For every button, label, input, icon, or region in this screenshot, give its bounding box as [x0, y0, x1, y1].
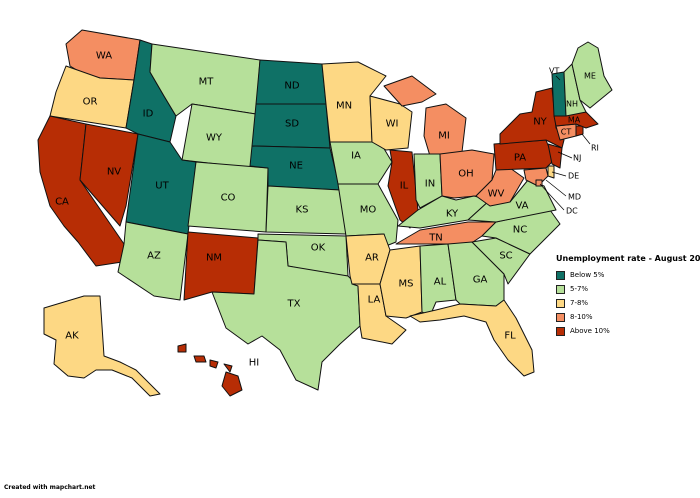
legend-swatch — [556, 284, 565, 294]
label-ri: RI — [591, 144, 599, 153]
state-nv[interactable] — [79, 123, 139, 227]
label-sc: SC — [499, 251, 512, 262]
label-id: ID — [143, 109, 154, 120]
label-az: AZ — [147, 251, 161, 262]
label-nd: ND — [284, 81, 299, 92]
legend-item-5to7: 5-7% — [556, 283, 700, 295]
label-hi: HI — [249, 358, 259, 369]
state-me[interactable] — [571, 41, 613, 109]
label-vt: VT — [549, 67, 559, 76]
label-ia: IA — [351, 151, 361, 162]
label-tx: TX — [287, 299, 301, 310]
legend-swatch — [556, 326, 565, 336]
state-nm[interactable] — [183, 231, 259, 301]
state-ak[interactable] — [43, 295, 161, 397]
label-ms: MS — [399, 279, 414, 290]
label-va: VA — [515, 201, 528, 212]
label-al: AL — [434, 277, 447, 288]
legend-label: 5-7% — [570, 285, 589, 293]
state-nh[interactable] — [563, 63, 587, 117]
legend-title: Unemployment rate - August 202 — [556, 254, 700, 263]
label-or: OR — [83, 97, 98, 108]
label-ma: MA — [568, 116, 581, 125]
legend-swatch — [556, 312, 565, 322]
label-ak: AK — [65, 331, 79, 342]
label-ny: NY — [533, 117, 547, 128]
label-la: LA — [368, 295, 381, 306]
label-fl: FL — [504, 331, 516, 342]
legend-swatch — [556, 298, 565, 308]
state-de[interactable] — [547, 165, 555, 179]
label-ga: GA — [473, 275, 488, 286]
label-mo: MO — [360, 205, 377, 216]
label-md: MD — [568, 193, 581, 202]
state-wv[interactable] — [475, 167, 525, 207]
label-ky: KY — [446, 209, 459, 220]
state-ky[interactable] — [397, 195, 491, 229]
label-sd: SD — [285, 119, 299, 130]
legend-item-7to8: 7-8% — [556, 297, 700, 309]
label-ks: KS — [296, 205, 309, 216]
state-labels: WA OR CA NV ID MT WY UT CO AZ NM ND SD N… — [55, 51, 599, 369]
state-ny[interactable] — [499, 87, 565, 149]
credit-text: Created with mapchart.net — [4, 484, 96, 491]
state-ri[interactable] — [575, 125, 584, 137]
label-ar: AR — [365, 253, 379, 264]
label-co: CO — [221, 193, 236, 204]
label-nv: NV — [107, 167, 121, 178]
label-wi: WI — [386, 119, 399, 130]
label-mt: MT — [199, 77, 215, 88]
state-shapes — [37, 29, 613, 397]
label-pa: PA — [514, 153, 526, 164]
label-in: IN — [425, 179, 435, 190]
state-nj[interactable] — [547, 143, 563, 169]
label-wy: WY — [206, 133, 223, 144]
legend-item-above10: Above 10% — [556, 325, 700, 337]
legend: Unemployment rate - August 202 Below 5% … — [556, 254, 700, 339]
label-ut: UT — [155, 181, 169, 192]
legend-item-8to10: 8-10% — [556, 311, 700, 323]
label-ne: NE — [289, 161, 303, 172]
label-nc: NC — [513, 225, 527, 236]
label-ct: CT — [561, 128, 572, 137]
label-mn: MN — [336, 101, 352, 112]
legend-label: 7-8% — [570, 299, 589, 307]
label-oh: OH — [458, 169, 473, 180]
label-dc: DC — [566, 207, 578, 216]
label-leader-lines — [539, 75, 591, 211]
label-tn: TN — [428, 233, 443, 244]
label-me: ME — [584, 72, 596, 81]
label-il: IL — [400, 181, 409, 192]
label-ok: OK — [311, 243, 326, 254]
label-de: DE — [568, 172, 579, 181]
legend-label: 8-10% — [570, 313, 593, 321]
label-ca: CA — [55, 197, 69, 208]
state-hi[interactable] — [177, 343, 243, 397]
state-fl[interactable] — [409, 299, 535, 377]
label-nj: NJ — [573, 154, 581, 163]
state-sc[interactable] — [471, 237, 531, 285]
legend-swatch — [556, 270, 565, 280]
legend-label: Above 10% — [570, 327, 610, 335]
label-nm: NM — [206, 253, 222, 264]
label-mi: MI — [438, 131, 450, 142]
legend-label: Below 5% — [570, 271, 605, 279]
state-tx[interactable] — [211, 239, 361, 391]
label-wa: WA — [96, 51, 112, 62]
label-nh: NH — [566, 100, 578, 109]
label-wv: WV — [488, 189, 505, 200]
legend-item-below5: Below 5% — [556, 269, 700, 281]
